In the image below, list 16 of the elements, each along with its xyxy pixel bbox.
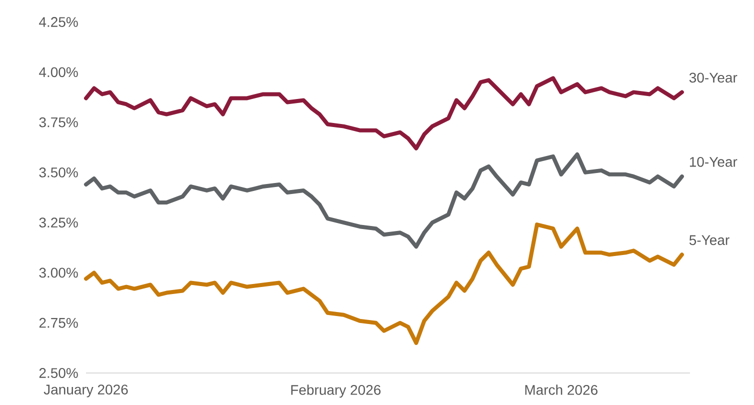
y-tick-label: 3.50% (39, 167, 78, 178)
x-tick-label: March 2026 (525, 384, 598, 395)
series-label: 5-Year (689, 235, 730, 246)
y-tick-label: 3.75% (39, 117, 78, 128)
y-tick-label: 3.00% (39, 268, 78, 278)
y-tick-label: 4.00% (39, 67, 78, 78)
x-tick-label: January 2026 (44, 384, 128, 398)
x-tick-label: February 2026 (291, 384, 381, 398)
series-label: 30-Year (689, 72, 738, 83)
y-tick-label: 2.75% (39, 318, 78, 328)
line-series (84, 76, 684, 150)
line-series (84, 152, 684, 249)
y-tick-label: 4.25% (39, 17, 78, 27)
y-tick-label: 3.25% (39, 218, 78, 228)
y-tick-label: 2.50% (39, 368, 78, 378)
series-label: 10-Year (690, 156, 738, 167)
